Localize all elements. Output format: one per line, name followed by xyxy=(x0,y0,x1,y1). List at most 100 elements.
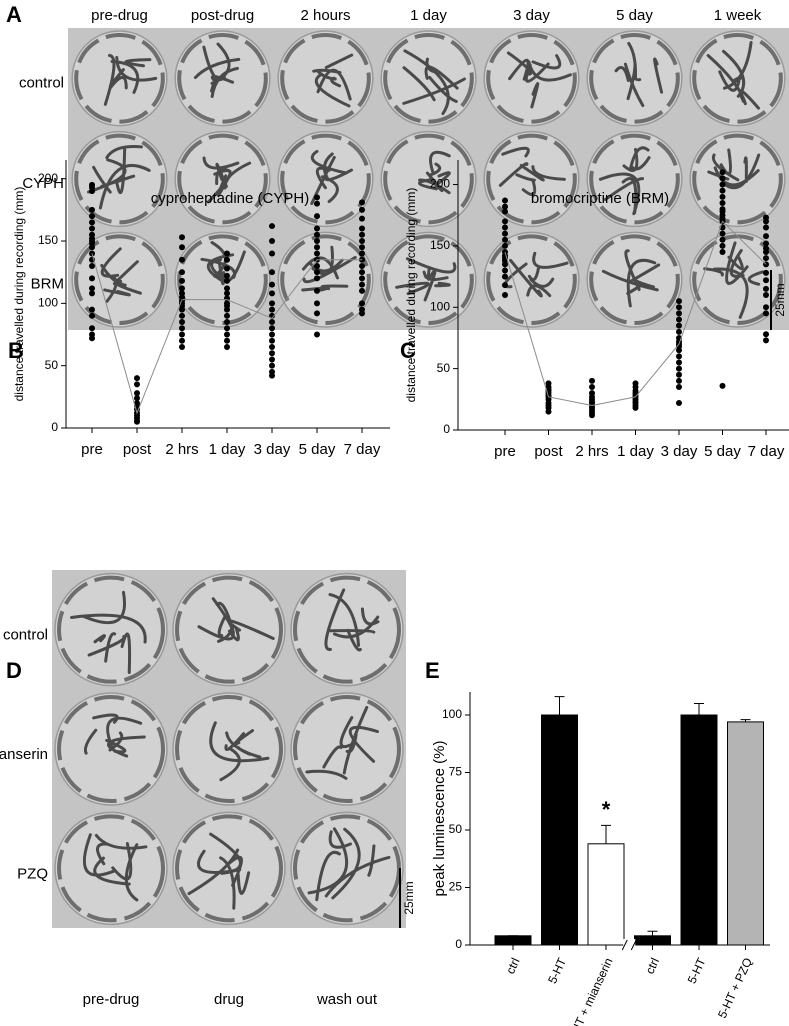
worm xyxy=(210,76,218,93)
worm xyxy=(120,632,132,674)
data-point xyxy=(676,384,682,391)
data-point xyxy=(179,306,185,313)
data-point xyxy=(224,306,230,313)
x-tick-label: 1 day xyxy=(209,441,246,458)
data-point xyxy=(314,194,320,201)
y-axis-label: peak luminescence (%) xyxy=(431,741,448,897)
worm xyxy=(100,174,136,188)
y-axis-label: distance travelled during recording (mm) xyxy=(12,187,26,402)
data-point xyxy=(269,306,275,313)
bar xyxy=(634,935,671,946)
error-bar xyxy=(601,824,611,844)
worm xyxy=(402,77,466,105)
x-tick-label: post xyxy=(534,443,563,460)
y-tick-label: 75 xyxy=(449,765,463,779)
data-point xyxy=(269,362,275,369)
worm xyxy=(100,247,122,278)
y-tick-label: 0 xyxy=(51,420,58,434)
data-point xyxy=(359,244,365,251)
data-point xyxy=(89,290,95,297)
data-point xyxy=(89,188,95,195)
data-point xyxy=(359,199,365,206)
data-point xyxy=(179,234,185,241)
data-point xyxy=(502,292,508,298)
column-label: pre-drug xyxy=(83,991,140,1008)
data-point xyxy=(676,310,682,317)
worm xyxy=(96,842,109,866)
data-point xyxy=(359,310,365,317)
worm xyxy=(405,257,457,274)
data-point xyxy=(359,206,365,213)
worm xyxy=(110,59,140,94)
data-point xyxy=(314,300,320,307)
worm xyxy=(418,178,451,195)
dish xyxy=(54,572,168,687)
worm xyxy=(529,277,555,288)
worm xyxy=(92,165,112,194)
error-bar xyxy=(647,930,658,936)
dish-rim-worms xyxy=(486,234,577,325)
data-point xyxy=(224,337,230,344)
data-point xyxy=(314,213,320,220)
worm xyxy=(215,162,228,188)
worm xyxy=(331,827,361,900)
data-point xyxy=(224,256,230,263)
worm xyxy=(82,833,117,877)
data-point xyxy=(224,319,230,326)
worm xyxy=(234,729,255,746)
dish-rim-worms xyxy=(293,575,401,684)
row-label: BRM xyxy=(31,276,64,293)
data-point xyxy=(763,331,769,338)
worm xyxy=(521,178,537,197)
bar xyxy=(494,935,532,946)
worm xyxy=(713,166,760,187)
data-point xyxy=(269,343,275,350)
worm xyxy=(70,613,147,644)
column-label: 2 hours xyxy=(300,7,350,24)
x-tick-label: 5 day xyxy=(704,443,741,460)
data-point xyxy=(676,322,682,329)
worm xyxy=(403,49,450,116)
row-label: CYPH xyxy=(22,175,64,192)
data-point xyxy=(502,282,508,289)
y-tick-label: 50 xyxy=(437,361,451,375)
dish xyxy=(172,572,286,687)
data-point xyxy=(676,328,682,335)
data-point xyxy=(502,208,508,215)
data-point xyxy=(314,331,320,338)
data-point xyxy=(763,240,769,247)
row-label: mianserin xyxy=(0,746,48,763)
data-point xyxy=(269,325,275,332)
data-point xyxy=(763,218,769,225)
data-point xyxy=(179,331,185,338)
worm xyxy=(339,716,354,748)
dish-rim-worms xyxy=(383,33,474,124)
dish-rim-worms xyxy=(589,234,680,325)
data-point xyxy=(179,277,185,284)
data-point xyxy=(314,262,320,269)
worm xyxy=(623,62,645,108)
data-point xyxy=(89,312,95,319)
y-tick-label: 100 xyxy=(442,707,462,721)
worm xyxy=(317,70,337,81)
worm xyxy=(217,256,226,286)
data-point xyxy=(224,265,230,272)
worm xyxy=(322,745,343,769)
data-point xyxy=(314,244,320,251)
data-point xyxy=(676,359,682,366)
data-point xyxy=(589,384,595,391)
worm xyxy=(210,66,239,98)
panel-letter: B xyxy=(8,338,24,363)
scale-label: 25mm xyxy=(402,881,416,914)
x-tick-label: 2 hrs xyxy=(575,443,608,460)
data-point xyxy=(719,175,726,182)
data-point xyxy=(314,275,320,282)
data-point xyxy=(502,197,508,204)
worm xyxy=(93,634,107,644)
dish-rim-worms xyxy=(175,695,283,803)
worm xyxy=(711,153,740,182)
y-tick-label: 100 xyxy=(38,296,58,310)
dish-rim-worms xyxy=(177,133,268,225)
worm xyxy=(98,164,151,210)
